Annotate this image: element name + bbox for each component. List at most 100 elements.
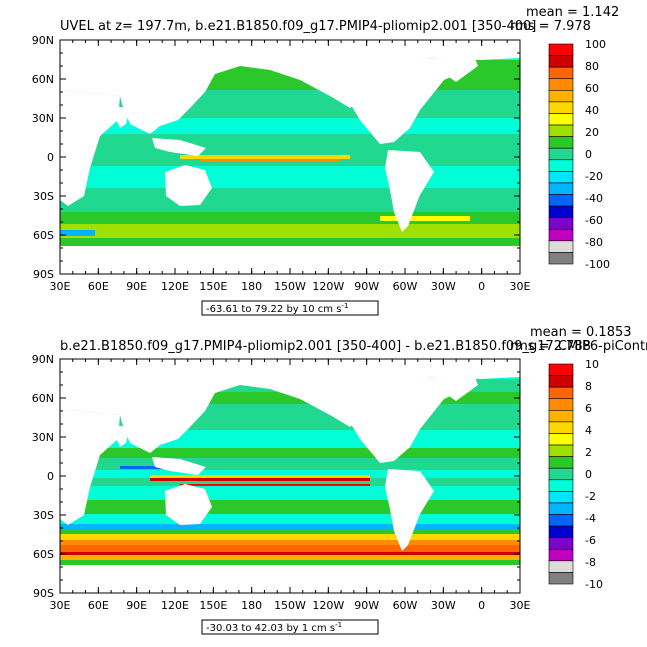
y-tick-label: 30N [32, 431, 54, 444]
field-band [60, 470, 520, 478]
x-tick-label: 180 [241, 599, 262, 612]
panel-top: UVEL at z= 197.7m, b.e21.B1850.f09_g17.P… [32, 5, 619, 316]
x-tick-label: 0 [478, 280, 485, 293]
field-band [60, 545, 520, 552]
y-tick-label: 60S [33, 229, 54, 242]
field-band [60, 230, 95, 236]
y-tick-label: 90S [33, 587, 54, 600]
x-tick-label: 60W [393, 280, 418, 293]
x-tick-label: 30W [431, 280, 456, 293]
colorbar-swatch [548, 398, 574, 411]
colorbar-swatch [548, 66, 574, 80]
field-band [60, 486, 520, 500]
map-field [60, 40, 520, 274]
colorbar-swatch [548, 101, 574, 114]
india-land [110, 106, 130, 128]
y-tick-label: 0 [47, 151, 54, 164]
x-tick-label: 30E [50, 280, 71, 293]
colorbar-swatch [548, 228, 574, 242]
colorbar-swatch [548, 514, 574, 527]
colorbar-swatch [548, 456, 574, 469]
field-band [60, 448, 520, 458]
x-tick-label: 150W [274, 599, 306, 612]
x-tick-label: 30W [431, 599, 456, 612]
colorbar-swatch [548, 194, 574, 207]
colorbar-label: 0 [585, 468, 592, 481]
panel-title: UVEL at z= 197.7m, b.e21.B1850.f09_g17.P… [60, 19, 536, 34]
colorbar-swatch [548, 43, 574, 56]
colorbar-swatch [548, 252, 574, 265]
field-band [180, 155, 350, 159]
y-axis: 90N 60N 30N 0 30S 60S 90S [32, 34, 520, 281]
colorbar-swatch [548, 55, 574, 68]
colorbar-swatch [548, 205, 574, 218]
y-tick-label: 90S [33, 268, 54, 281]
india-land [110, 425, 130, 447]
africa-land [60, 90, 120, 206]
colorbar-swatch [548, 560, 574, 573]
field-band [60, 560, 520, 565]
field-band [60, 540, 520, 545]
y-tick-label: 60N [32, 73, 54, 86]
africa-land [60, 409, 120, 525]
colorbar-label: 40 [585, 104, 599, 117]
colorbar-swatch [548, 572, 574, 585]
x-tick-label: 90W [354, 599, 379, 612]
field-band [60, 530, 520, 534]
colorbar-swatch [548, 421, 574, 434]
panel-title: b.e21.B1850.f09_g17.PMIP4-pliomip2.001 [… [60, 339, 647, 354]
x-tick-label: 120E [161, 280, 189, 293]
colorbar-label: 60 [585, 82, 599, 95]
range-box [201, 619, 379, 635]
colorbar-label: -100 [585, 258, 610, 271]
range-label: -63.61 to 79.22 by 10 cm s-1 [206, 302, 348, 315]
field-band [60, 534, 520, 540]
field-band [180, 484, 370, 486]
colorbar-label: 6 [585, 402, 592, 415]
x-tick-label: 120W [312, 599, 344, 612]
field-band [60, 524, 520, 530]
colorbar-swatch [548, 240, 574, 253]
x-tick-label: 120E [161, 599, 189, 612]
y-tick-label: 0 [47, 470, 54, 483]
land-masses [60, 359, 520, 551]
australia-land [165, 165, 212, 206]
y-tick-label: 30S [33, 509, 54, 522]
map-field [60, 359, 520, 593]
colorbar-swatch [548, 124, 574, 137]
field-band [150, 475, 370, 478]
colorbar-label: 80 [585, 60, 599, 73]
colorbar-swatch [548, 136, 574, 149]
colorbar-swatch [548, 410, 574, 423]
greenland-land [436, 365, 478, 401]
y-tick-label: 90N [32, 34, 54, 47]
x-tick-label: 60E [88, 280, 109, 293]
colorbar-swatch [548, 113, 574, 126]
x-tick-label: 30E [510, 599, 531, 612]
y-axis: 90N 60N 30N 0 30S 60S 90S [32, 353, 520, 600]
colorbar-swatch [548, 433, 574, 446]
colorbar-swatch [548, 386, 574, 400]
maritime-continent-land [152, 138, 206, 156]
x-tick-label: 120W [312, 280, 344, 293]
maritime-continent-land [152, 457, 206, 475]
x-tick-label: 0 [478, 599, 485, 612]
colorbar-swatch [548, 78, 574, 91]
x-tick-label: 150E [199, 280, 227, 293]
colorbar-label: 10 [585, 358, 599, 371]
x-tick-label: 30E [50, 599, 71, 612]
field-band [60, 514, 520, 524]
mean-label: mean = 0.1853 [530, 325, 632, 340]
colorbar-swatch [548, 525, 574, 538]
field-band [120, 466, 190, 469]
colorbar-label: 100 [585, 38, 606, 51]
colorbar-label: -80 [585, 236, 603, 249]
y-tick-label: 30N [32, 112, 54, 125]
greenland-land [436, 46, 478, 82]
field-band [60, 238, 520, 246]
colorbar: 10 8 6 4 2 0 -2 -4 -6 -8 -10 [548, 358, 603, 591]
north-america-land [330, 377, 470, 463]
x-tick-label: 150W [274, 280, 306, 293]
x-tick-label: 150E [199, 599, 227, 612]
y-tick-label: 60N [32, 392, 54, 405]
